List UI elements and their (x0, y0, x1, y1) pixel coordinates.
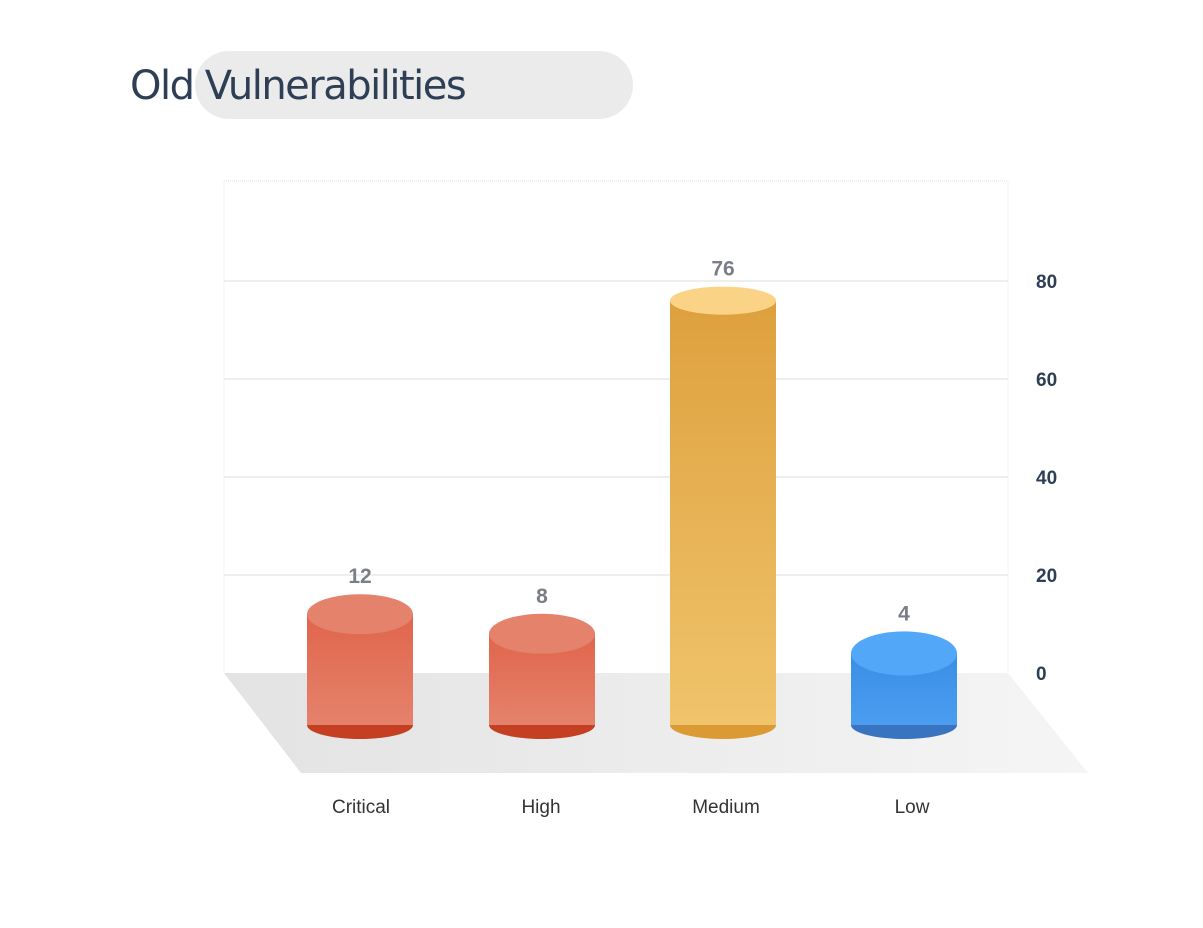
bar-body (670, 300, 776, 725)
grid-lines (223, 180, 1009, 673)
bar-low: 4 (851, 602, 957, 739)
data-label: 76 (711, 258, 734, 281)
data-label: 4 (898, 602, 910, 625)
data-label: 8 (536, 585, 548, 608)
x-tick-label: Medium (692, 797, 760, 818)
bar-medium: 76 (670, 258, 776, 739)
bar-critical: 12 (307, 565, 413, 739)
y-tick-label: 40 (1036, 468, 1057, 489)
x-tick-label: High (521, 797, 560, 818)
y-tick-label: 80 (1036, 272, 1057, 293)
x-axis-categories: Critical High Medium Low (332, 797, 930, 818)
x-tick-label: Critical (332, 797, 390, 818)
y-tick-label: 20 (1036, 566, 1057, 587)
bar-high: 8 (489, 585, 595, 739)
bar-top (670, 286, 776, 315)
chart-title: Old Vulnerabilities (130, 63, 467, 109)
y-axis-ticks: 0 20 40 60 80 (1036, 272, 1057, 685)
y-tick-label: 0 (1036, 664, 1047, 685)
bars: 12 8 76 4 (307, 258, 957, 739)
data-label: 12 (348, 565, 371, 588)
y-tick-label: 60 (1036, 370, 1057, 391)
bar-top (307, 594, 413, 635)
bar-top (489, 613, 595, 654)
x-tick-label: Low (895, 797, 930, 818)
bar-top (851, 631, 957, 676)
title-background-pill (195, 51, 633, 119)
